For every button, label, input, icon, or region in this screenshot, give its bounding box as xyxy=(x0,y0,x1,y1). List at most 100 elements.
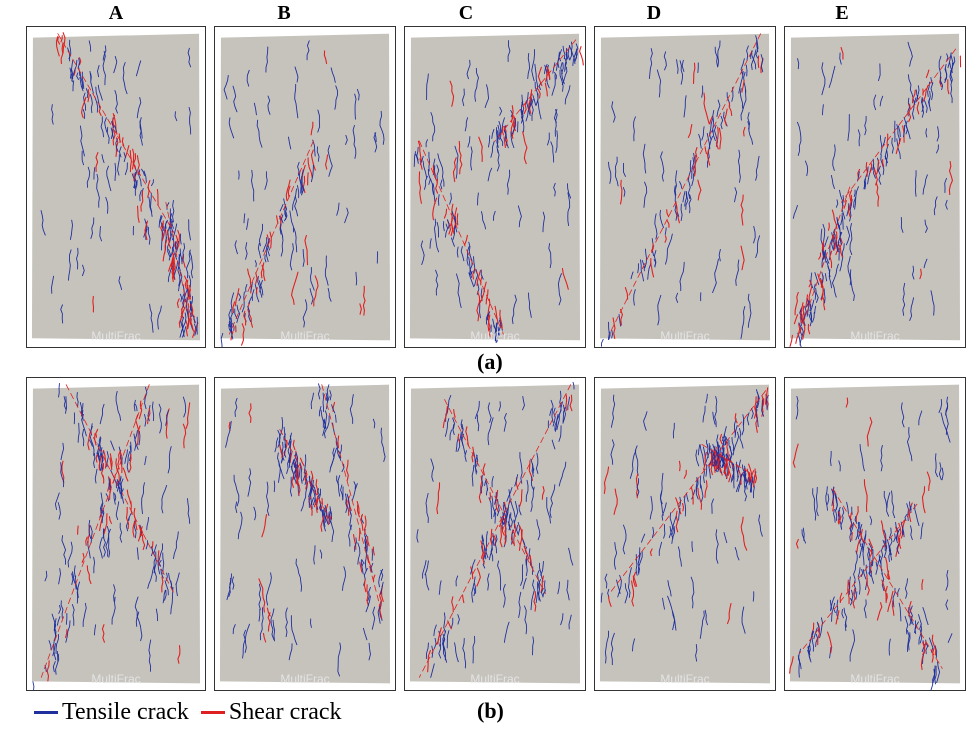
shear-crack xyxy=(117,449,122,470)
tensile-crack xyxy=(246,69,250,87)
tensile-crack xyxy=(717,40,721,67)
shear-crack xyxy=(840,47,844,60)
tensile-crack xyxy=(836,599,839,613)
tensile-crack xyxy=(622,524,627,555)
tensile-crack xyxy=(853,550,858,580)
tensile-crack xyxy=(841,609,844,619)
tensile-crack xyxy=(290,465,294,474)
tensile-crack xyxy=(425,493,429,524)
tensile-crack xyxy=(147,565,155,589)
tensile-crack xyxy=(636,478,640,497)
tensile-crack xyxy=(925,128,928,138)
shear-crack xyxy=(85,536,88,546)
tensile-crack xyxy=(641,533,646,543)
tensile-crack xyxy=(507,521,511,531)
tensile-crack xyxy=(93,624,97,636)
tensile-crack xyxy=(124,162,128,176)
tensile-crack xyxy=(220,332,224,347)
tensile-crack xyxy=(843,607,848,628)
tensile-crack xyxy=(691,157,695,179)
tensile-crack xyxy=(285,607,288,638)
shear-crack xyxy=(161,576,164,593)
tensile-crack xyxy=(257,275,263,298)
tensile-crack xyxy=(452,417,456,430)
shear-crack xyxy=(285,179,291,201)
shear-crack xyxy=(544,82,548,97)
tensile-crack xyxy=(364,534,368,552)
tensile-crack xyxy=(122,62,128,95)
tensile-crack xyxy=(888,545,893,561)
tensile-crack xyxy=(487,167,493,182)
tensile-crack xyxy=(330,67,336,83)
tensile-crack xyxy=(544,63,548,75)
tensile-crack xyxy=(438,643,442,659)
tensile-crack xyxy=(524,605,528,635)
tensile-crack xyxy=(711,110,715,133)
tensile-crack xyxy=(820,228,824,257)
shear-crack xyxy=(125,506,130,530)
tensile-crack xyxy=(443,612,446,633)
column-label-b: B xyxy=(277,2,291,24)
tensile-crack xyxy=(258,223,263,247)
tensile-crack xyxy=(549,484,556,518)
shear-crack xyxy=(719,433,723,445)
tensile-crack xyxy=(71,604,75,626)
tensile-crack xyxy=(440,179,443,190)
tensile-crack xyxy=(367,586,371,602)
tensile-crack xyxy=(698,133,702,149)
tensile-crack xyxy=(157,543,164,575)
tensile-crack xyxy=(170,246,174,258)
tensile-crack xyxy=(564,57,567,72)
tensile-crack xyxy=(680,203,683,221)
tensile-crack xyxy=(833,235,836,250)
shear-crack xyxy=(540,575,545,593)
tensile-crack xyxy=(466,59,471,80)
shear-crack xyxy=(87,432,91,451)
tensile-crack xyxy=(111,596,116,625)
tensile-crack xyxy=(93,167,96,180)
tensile-crack xyxy=(113,492,116,505)
tensile-crack xyxy=(114,162,117,182)
tensile-crack xyxy=(167,267,172,283)
tensile-crack xyxy=(831,488,835,506)
tensile-crack xyxy=(106,126,110,144)
shear-crack xyxy=(292,439,296,451)
tensile-crack xyxy=(57,502,61,520)
tensile-crack xyxy=(67,249,72,281)
tensile-crack xyxy=(360,559,364,575)
tensile-crack xyxy=(816,621,820,633)
tensile-crack xyxy=(554,413,559,432)
shear-crack xyxy=(723,457,728,479)
tensile-crack xyxy=(632,638,636,652)
shear-crack xyxy=(477,291,481,304)
shear-crack xyxy=(325,154,329,170)
tensile-crack xyxy=(827,265,833,289)
shear-crack xyxy=(922,84,929,102)
tensile-crack xyxy=(525,554,528,566)
tensile-crack xyxy=(555,130,558,153)
tensile-crack xyxy=(114,90,118,114)
tensile-crack xyxy=(822,104,824,116)
tensile-crack xyxy=(115,390,122,421)
tensile-crack xyxy=(668,515,677,539)
tensile-crack xyxy=(256,119,263,148)
shear-crack xyxy=(649,548,653,557)
tensile-crack xyxy=(859,444,865,472)
tensile-crack xyxy=(853,189,856,197)
tensile-crack xyxy=(277,429,281,439)
tensile-crack xyxy=(664,227,667,236)
tensile-crack xyxy=(247,305,251,322)
tensile-crack xyxy=(82,602,87,628)
shear-crack xyxy=(185,319,189,337)
shear-crack xyxy=(269,231,272,249)
shear-crack xyxy=(304,469,308,490)
tensile-crack xyxy=(58,568,61,585)
shear-crack xyxy=(690,486,694,505)
tensile-crack xyxy=(840,212,843,226)
tensile-crack xyxy=(522,395,525,411)
shear-crack xyxy=(866,416,873,447)
tensile-crack xyxy=(422,160,428,179)
shear-crack xyxy=(81,96,87,119)
tensile-crack xyxy=(346,493,352,516)
tensile-crack xyxy=(904,615,909,635)
